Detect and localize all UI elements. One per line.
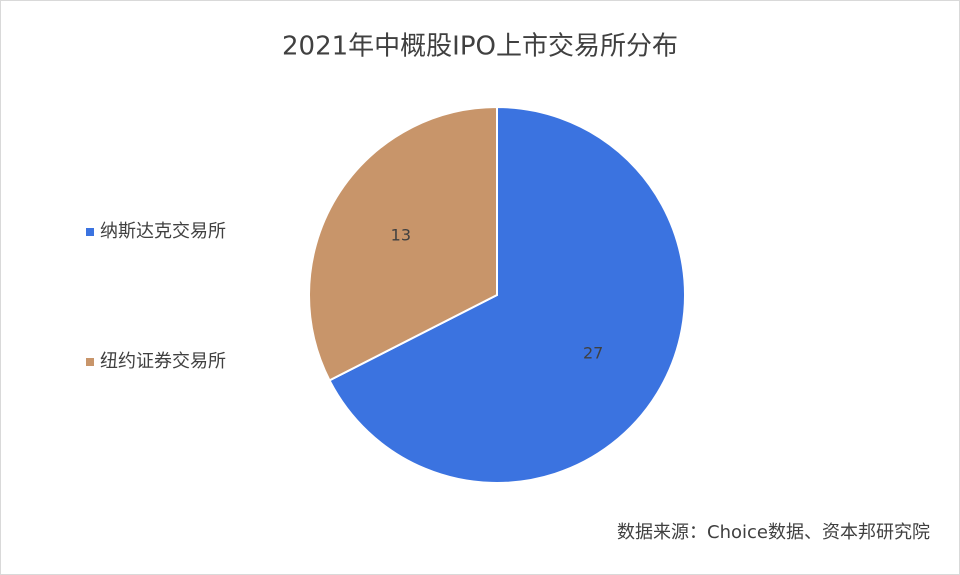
chart-title: 2021年中概股IPO上市交易所分布 (282, 32, 678, 62)
data-label: 27 (583, 343, 603, 362)
legend-label: 纽约证券交易所 (100, 351, 226, 372)
pie-slice (308, 105, 498, 382)
data-label: 13 (391, 226, 411, 245)
source-note: 数据来源：Choice数据、资本邦研究院 (617, 522, 930, 543)
legend-swatch (86, 228, 94, 236)
pie-slice (328, 105, 686, 484)
legend-label: 纳斯达克交易所 (100, 221, 226, 242)
legend-swatch (86, 358, 94, 366)
